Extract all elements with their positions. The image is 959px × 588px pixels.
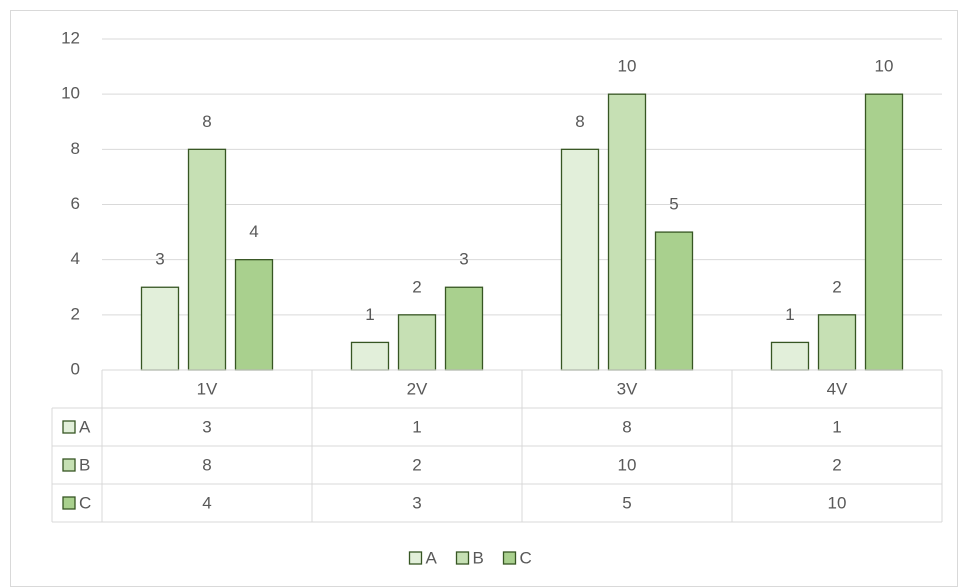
- table-cell: 2: [412, 455, 421, 474]
- table-cell: 10: [828, 493, 847, 512]
- legend-key: [455, 551, 470, 565]
- data-label: 1: [365, 305, 374, 324]
- y-tick-label: 12: [61, 28, 80, 47]
- x-tick-label: 2V: [407, 379, 428, 398]
- y-tick-label: 2: [71, 304, 80, 323]
- table-cell: 8: [622, 417, 631, 436]
- legend-key: [62, 458, 76, 472]
- table-cell: 4: [202, 493, 211, 512]
- legend-label: B: [473, 548, 484, 567]
- data-label: 8: [202, 112, 211, 131]
- data-label: 5: [669, 195, 678, 214]
- data-label: 10: [875, 57, 894, 76]
- bar: [770, 341, 810, 371]
- bar: [817, 314, 857, 371]
- y-tick-label: 0: [71, 359, 80, 378]
- table-cell: 1: [412, 417, 421, 436]
- bar: [397, 314, 437, 371]
- table-cell: 2: [832, 455, 841, 474]
- legend-label: A: [426, 548, 438, 567]
- data-label: 2: [832, 277, 841, 296]
- y-tick-label: 4: [71, 249, 80, 268]
- legend-key: [408, 551, 423, 565]
- table-series-name: B: [79, 455, 90, 474]
- x-tick-label: 3V: [617, 379, 638, 398]
- data-label: 1: [785, 305, 794, 324]
- table-cell: 3: [202, 417, 211, 436]
- table-cell: 1: [832, 417, 841, 436]
- legend-label: C: [520, 548, 532, 567]
- bar: [864, 93, 904, 371]
- legend-key: [502, 551, 517, 565]
- table-cell: 5: [622, 493, 631, 512]
- bar: [234, 259, 274, 371]
- data-label: 3: [155, 250, 164, 269]
- table-cell: 8: [202, 455, 211, 474]
- bar: [654, 231, 694, 371]
- data-label: 10: [618, 57, 637, 76]
- legend-key: [62, 496, 76, 510]
- data-label: 4: [249, 222, 258, 241]
- x-tick-label: 4V: [827, 379, 848, 398]
- x-tick-label: 1V: [197, 379, 218, 398]
- bar: [560, 148, 600, 371]
- data-label: 2: [412, 277, 421, 296]
- y-tick-label: 8: [71, 139, 80, 158]
- bar: [444, 286, 484, 371]
- data-label: 8: [575, 112, 584, 131]
- table-series-name: A: [79, 417, 91, 436]
- bar: [140, 286, 180, 371]
- bar: [187, 148, 227, 371]
- y-tick-label: 6: [71, 194, 80, 213]
- table-cell: 10: [618, 455, 637, 474]
- table-cell: 3: [412, 493, 421, 512]
- data-label: 3: [459, 250, 468, 269]
- bar: [607, 93, 647, 371]
- legend-key: [62, 420, 76, 434]
- y-tick-label: 10: [61, 84, 80, 103]
- table-series-name: C: [79, 493, 91, 512]
- bar: [350, 341, 390, 371]
